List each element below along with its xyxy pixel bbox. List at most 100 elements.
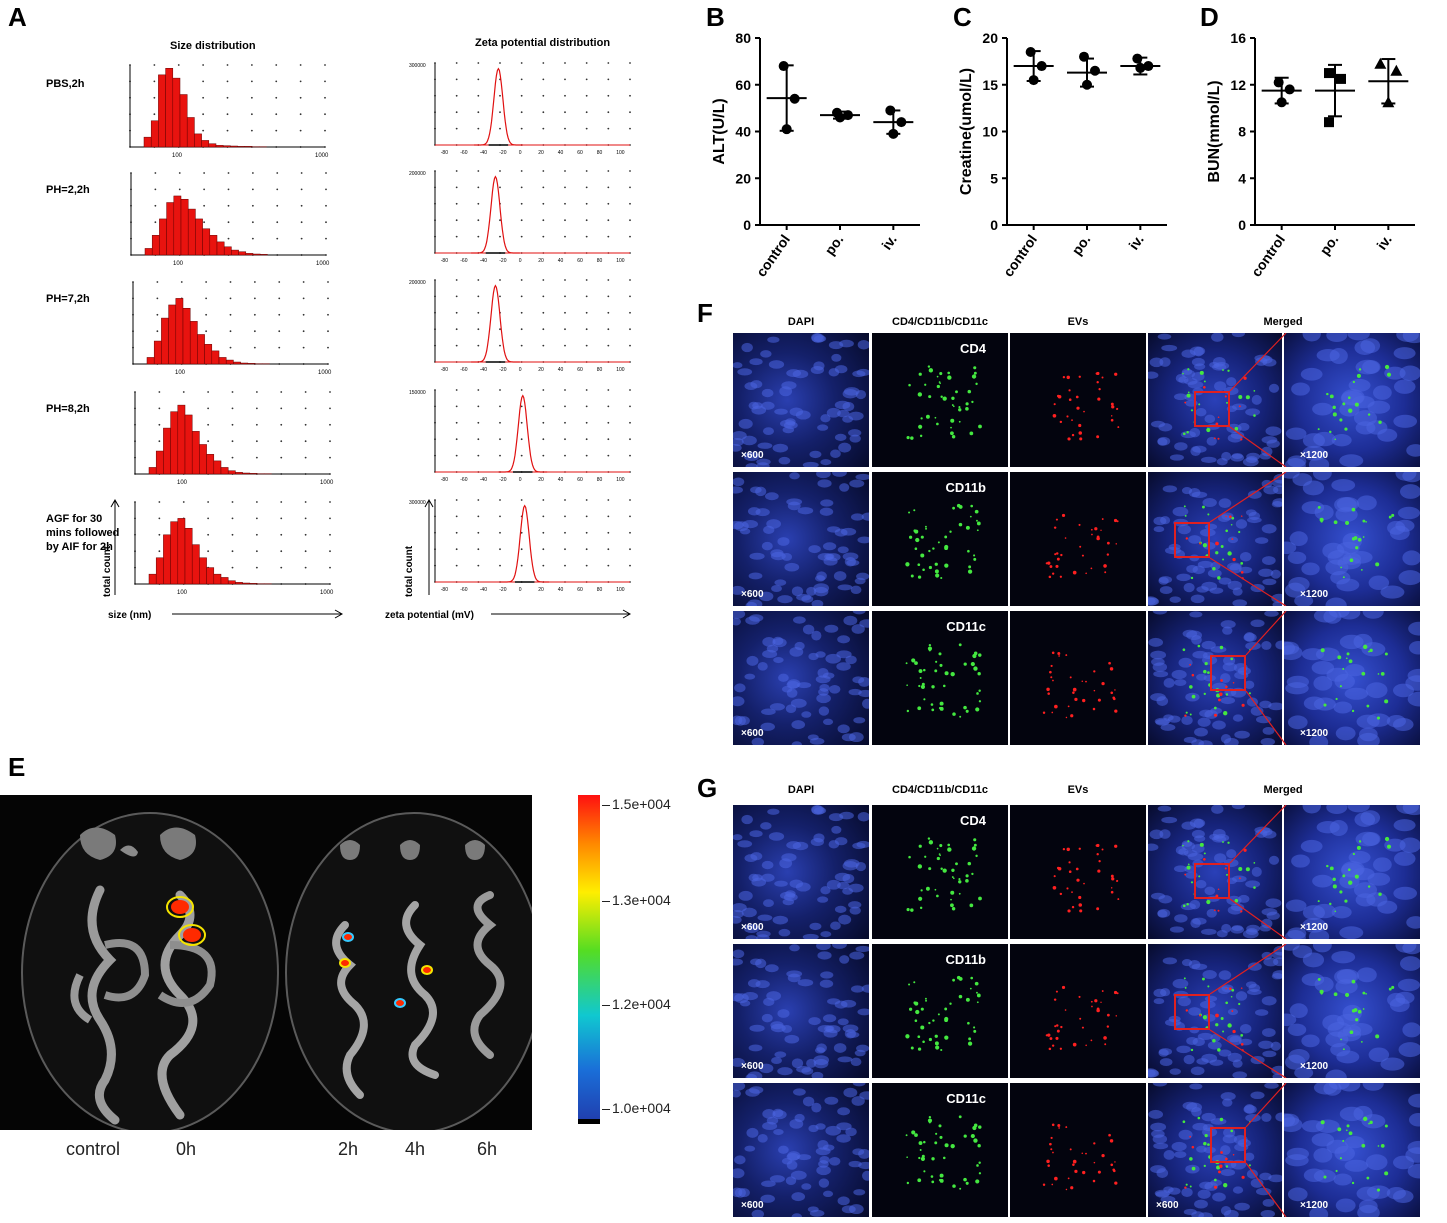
zeta-tick-label: -20 [499,258,506,264]
nucleus [1194,727,1208,737]
marker-signal [1333,520,1338,525]
ev-signal [1232,1029,1236,1034]
marker-signal [934,569,939,574]
nucleus [747,1071,763,1078]
y-tick-label: 5 [990,170,998,186]
micrograph-evs [1010,944,1146,1078]
marker-signal [958,643,962,647]
nucleus [1294,594,1314,606]
size-bar [158,74,166,148]
grid-dot [280,566,283,569]
nucleus [1234,1202,1250,1211]
magnification-label: ×600 [741,1200,764,1211]
marker-signal [914,1133,918,1137]
micrograph-merged [1148,472,1282,606]
micrograph-texture [1042,1123,1118,1191]
marker-signal [1191,1166,1196,1171]
zeta-tick-label: 0 [519,150,522,156]
nucleus [1344,687,1369,700]
grid-dot [542,94,545,97]
nucleus [1190,918,1201,929]
nucleus [1289,1003,1308,1019]
ev-signal [1093,689,1096,692]
y-tick-label: 60 [735,77,751,93]
marker-signal [1346,1124,1350,1128]
nucleus [857,811,869,822]
ev-signal [1079,545,1082,548]
marker-signal [931,708,935,712]
marker-signal [944,1007,948,1011]
ev-signal [1050,1136,1053,1140]
nucleus [745,463,758,467]
nucleus [1204,886,1216,896]
grid-dot [542,421,545,424]
ev-signal [1051,572,1055,575]
nucleus [816,944,831,951]
nucleus [1192,1037,1205,1047]
magnification-label: ×1200 [1300,1061,1329,1072]
grid-dot [520,389,523,391]
grid-dot [542,548,545,551]
connector-line [1209,472,1287,523]
grid-dot [329,533,331,536]
data-point [1324,68,1334,79]
ev-signal [1096,907,1100,911]
marker-signal [1182,844,1184,847]
grid-dot [629,438,631,441]
micrograph-texture [1045,985,1119,1051]
nucleus [1190,594,1205,604]
nucleus [1218,970,1232,981]
ev-signal [1106,1013,1110,1017]
ev-signal [1117,898,1120,901]
nucleus [1409,1113,1420,1127]
nucleus [1174,914,1188,923]
ev-signal [1060,1025,1063,1029]
nucleus [1354,812,1376,827]
grid-dot [477,405,480,408]
grid-dot [455,454,458,457]
nucleus [733,486,743,494]
nucleus [832,472,847,477]
zeta-tick-label: -60 [460,477,467,483]
marker-signal [975,382,978,386]
connector-line [1209,944,1287,995]
marker-signal [919,434,923,438]
ev-signal [1117,426,1120,429]
marker-signal [958,408,962,412]
size-bar [216,241,225,256]
data-point [1079,51,1089,62]
nucleus [1212,1192,1226,1202]
zeta-tick-label: 40 [558,587,564,593]
marker-signal [959,715,962,718]
micrograph-texture [905,1115,982,1190]
nucleus [1284,541,1297,555]
nucleus [1275,1112,1282,1122]
ev-signal [1101,682,1105,686]
grid-dot [455,279,458,281]
grid-dot [325,204,327,207]
marker-signal [973,838,977,842]
nucleus [733,949,745,959]
grid-dot [564,111,566,114]
grid-dot [255,501,258,503]
marker-signal [974,981,979,986]
nucleus [1406,916,1420,929]
marker-signal [1376,1188,1381,1192]
grid-dot [499,111,501,114]
nucleus [755,486,767,497]
grid-dot [564,202,566,205]
ev-signal [1219,692,1223,696]
micrograph-texture [733,805,869,939]
nucleus [1220,696,1236,705]
nucleus [1302,445,1327,461]
nucleus [1150,1165,1166,1174]
marker-signal [913,509,916,512]
size-tick-label: 100 [177,590,188,596]
size-bar [252,253,261,256]
ev-signal [1059,1047,1062,1050]
size-bar [153,340,162,365]
grid-dot [250,129,253,132]
grid-dot [564,389,566,391]
marker-signal [1187,863,1190,866]
nucleus [843,1087,858,1098]
